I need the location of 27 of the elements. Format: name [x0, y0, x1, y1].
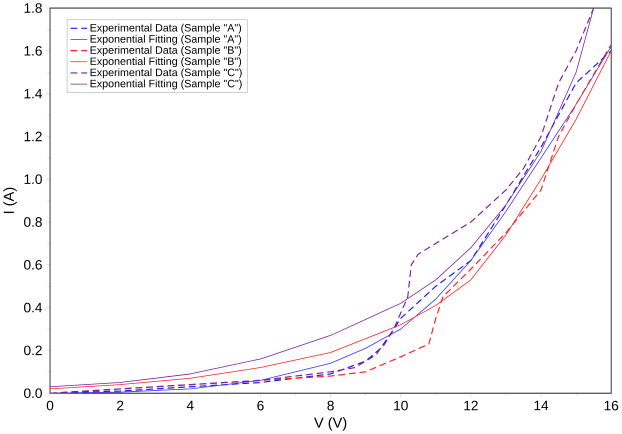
y-tick-label: 1.4	[24, 88, 42, 98]
legend-label: Exponential Fitting (Sample "C")	[90, 80, 242, 90]
legend-label: Exponential Fitting (Sample "A")	[90, 34, 242, 45]
x-tick-label: 4	[186, 400, 194, 410]
y-axis-title: I (A)	[3, 188, 17, 214]
y-tick-label: 1.0	[24, 174, 42, 184]
x-tick-label: 8	[327, 400, 334, 410]
y-tick-label: 1.2	[24, 132, 42, 142]
x-tick-label: 12	[464, 400, 478, 410]
y-tick-label: 1.6	[24, 46, 42, 56]
legend-label: Experimental Data (Sample "C")	[90, 68, 242, 78]
y-tick-label: 0.4	[24, 302, 42, 312]
y-tick-label: 0.2	[24, 346, 42, 356]
y-tick-label: 0.0	[24, 388, 42, 398]
y-tick-label: 0.8	[24, 217, 42, 227]
x-tick-label: 2	[117, 400, 124, 410]
x-tick-label: 6	[257, 400, 264, 410]
legend-label: Experimental Data (Sample "B")	[90, 46, 242, 56]
y-tick-label: 1.8	[24, 3, 42, 13]
x-tick-label: 14	[534, 400, 548, 410]
x-tick-label: 16	[604, 400, 618, 410]
y-tick-label: 0.6	[24, 260, 42, 270]
x-tick-label: 0	[46, 400, 54, 410]
x-axis-title: V (V)	[314, 417, 346, 431]
x-tick-label: 10	[394, 400, 408, 410]
legend-label: Experimental Data (Sample "A")	[90, 24, 242, 34]
legend-label: Exponential Fitting (Sample "B")	[90, 57, 242, 68]
